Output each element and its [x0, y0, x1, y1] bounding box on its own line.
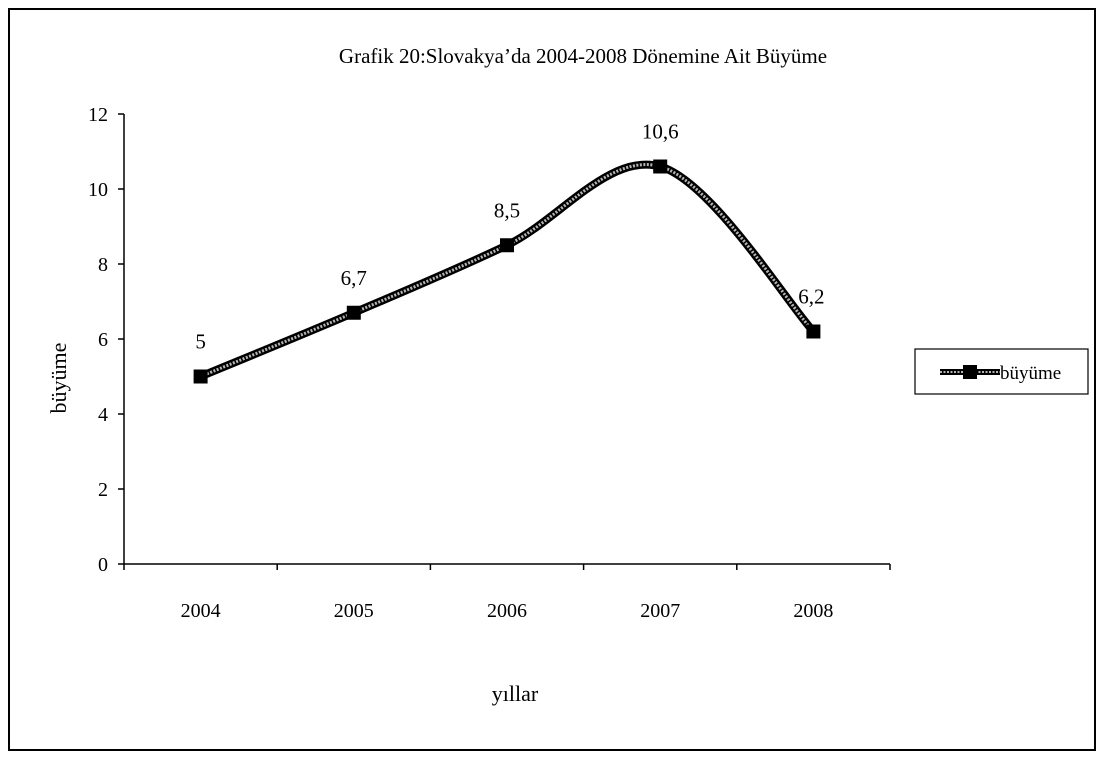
x-tick-label: 2006: [487, 600, 527, 622]
plot-area: 0 2 4 6 8 10 12 2004 2005 2006 2007 2008 5 6,7 8,5 10…: [88, 104, 891, 622]
y-ticks: 0 2 4 6 8 10 12: [88, 104, 124, 576]
series-line-fill: [200, 163, 815, 378]
legend: büyüme: [914, 348, 1089, 395]
data-label: 8,5: [494, 198, 520, 222]
y-tick-label: 4: [98, 404, 108, 426]
x-tick-label: 2004: [181, 600, 221, 622]
data-label: 6,2: [798, 285, 824, 309]
data-label: 10,6: [642, 120, 679, 144]
data-point-marker: [806, 324, 821, 339]
chart-title: Grafik 20:Slovakya’da 2004-2008 Dönemine…: [339, 44, 827, 68]
data-point-marker: [500, 238, 514, 253]
x-tick-label: 2007: [640, 600, 680, 622]
y-tick-label: 6: [98, 329, 108, 351]
legend-label: büyüme: [1000, 363, 1061, 384]
x-tick-label: 2008: [793, 600, 833, 622]
x-ticks: 2004 2005 2006 2007 2008: [123, 564, 891, 622]
series-line-outline: [196, 160, 818, 381]
y-tick-label: 8: [98, 254, 108, 276]
data-point-marker: [193, 369, 208, 384]
data-point-marker: [346, 305, 361, 320]
y-tick-label: 2: [98, 479, 108, 501]
y-axis-label: büyüme: [46, 343, 71, 414]
x-tick-label: 2005: [334, 600, 374, 622]
legend-marker: [963, 365, 977, 379]
data-label: 5: [195, 330, 206, 354]
data-point-marker: [653, 159, 668, 174]
y-tick-label: 10: [88, 179, 108, 201]
x-axis-label: yıllar: [492, 681, 539, 706]
series-layer: 5 6,7 8,5 10,6 6,2: [193, 120, 825, 384]
y-tick-label: 12: [88, 104, 108, 126]
y-tick-label: 0: [98, 554, 108, 576]
data-label: 6,7: [341, 266, 367, 290]
